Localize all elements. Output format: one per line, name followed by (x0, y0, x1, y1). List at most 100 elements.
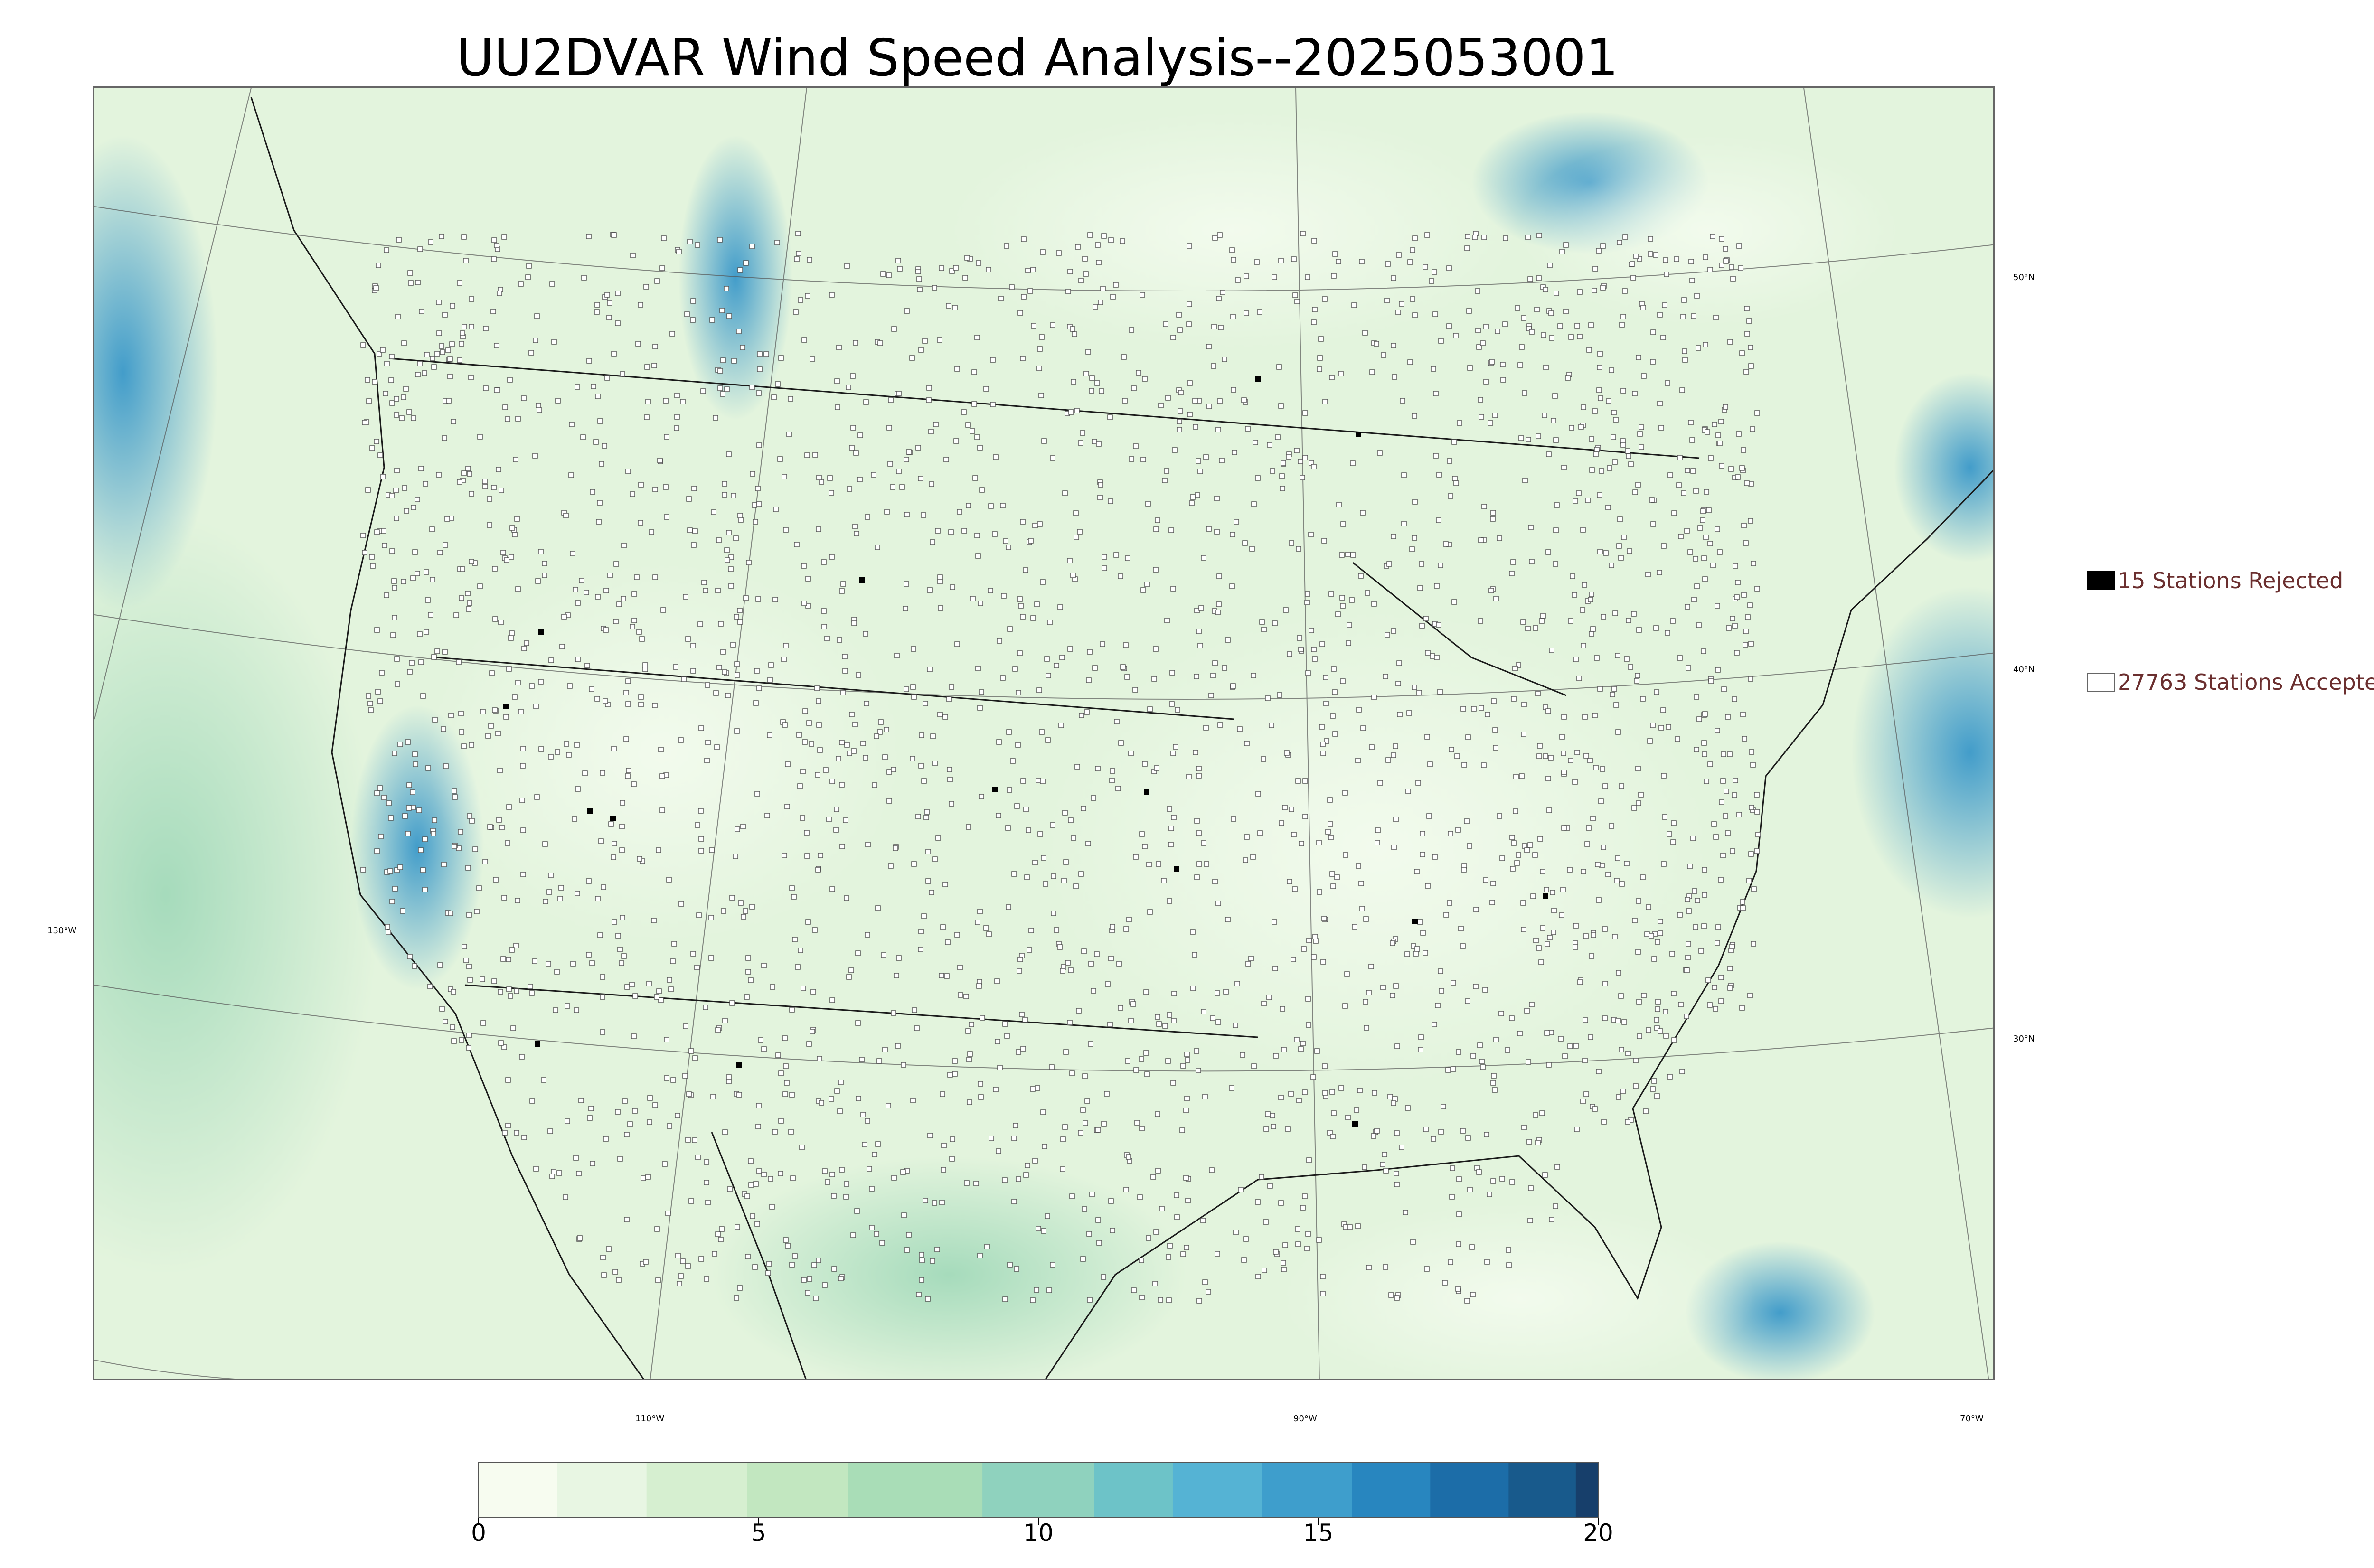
station-accepted-marker (810, 989, 816, 995)
station-accepted-marker (447, 356, 453, 362)
station-accepted-marker (1529, 329, 1535, 335)
station-accepted-marker (1754, 848, 1760, 854)
station-accepted-marker (1569, 425, 1574, 431)
station-accepted-marker (1217, 398, 1223, 404)
station-accepted-marker (584, 590, 589, 595)
station-accepted-marker (1375, 827, 1381, 833)
station-accepted-marker (375, 689, 381, 695)
station-accepted-marker (1717, 441, 1723, 446)
station-accepted-marker (865, 514, 870, 520)
station-accepted-marker (603, 627, 609, 633)
station-accepted-marker (1406, 710, 1412, 716)
station-accepted-marker (749, 244, 755, 249)
station-accepted-marker (1374, 1128, 1380, 1134)
station-accepted-marker (1541, 332, 1546, 338)
station-accepted-marker (392, 886, 398, 892)
station-accepted-marker (452, 794, 458, 800)
station-accepted-marker (1461, 762, 1467, 768)
station-accepted-marker (624, 1132, 630, 1137)
station-accepted-marker (1158, 1297, 1163, 1303)
station-accepted-marker (520, 746, 526, 751)
station-accepted-marker (737, 1285, 743, 1291)
station-accepted-marker (761, 1172, 767, 1177)
station-accepted-marker (1552, 393, 1558, 399)
station-accepted-marker (1475, 288, 1480, 294)
station-accepted-marker (1251, 673, 1256, 678)
station-accepted-marker (1655, 939, 1660, 945)
station-accepted-marker (1476, 1169, 1482, 1175)
station-accepted-marker (881, 952, 886, 958)
station-accepted-marker (1622, 288, 1628, 294)
station-accepted-marker (1481, 762, 1487, 768)
station-accepted-marker (441, 862, 447, 867)
station-accepted-marker (1169, 670, 1175, 676)
station-accepted-marker (1424, 1266, 1430, 1272)
station-accepted-marker (645, 1174, 651, 1180)
station-accepted-marker (1685, 604, 1690, 610)
station-accepted-marker (1688, 259, 1694, 264)
station-accepted-marker (590, 1161, 595, 1166)
station-accepted-marker (1020, 614, 1026, 620)
station-accepted-marker (1534, 307, 1540, 312)
station-accepted-marker (1132, 687, 1138, 693)
station-accepted-marker (1153, 1229, 1159, 1235)
station-accepted-marker (1201, 1009, 1206, 1014)
station-accepted-marker (366, 398, 372, 404)
station-accepted-marker (1263, 1126, 1269, 1132)
station-accepted-marker (407, 669, 413, 675)
station-accepted-marker (452, 788, 457, 794)
station-accepted-marker (1249, 546, 1255, 552)
station-accepted-marker (1311, 647, 1317, 652)
station-accepted-marker (1126, 917, 1132, 922)
station-accepted-marker (836, 756, 841, 761)
station-accepted-marker (1233, 1023, 1238, 1028)
station-accepted-marker (1133, 1067, 1139, 1073)
accepted-swatch (2087, 673, 2115, 692)
station-accepted-marker (980, 1015, 985, 1021)
colorbar-segment (1262, 1463, 1353, 1517)
station-accepted-marker (1357, 1088, 1363, 1093)
station-accepted-marker (872, 1152, 877, 1157)
station-accepted-marker (745, 969, 751, 975)
station-accepted-marker (1017, 596, 1023, 602)
station-accepted-marker (513, 457, 518, 462)
station-accepted-marker (1092, 665, 1098, 671)
station-accepted-marker (1452, 476, 1458, 481)
station-accepted-marker (1616, 543, 1622, 549)
station-accepted-marker (1621, 535, 1627, 540)
station-accepted-marker (1010, 758, 1016, 764)
station-accepted-marker (1230, 683, 1236, 689)
station-accepted-marker (1176, 312, 1182, 318)
station-accepted-marker (1006, 545, 1011, 550)
station-accepted-marker (805, 1290, 810, 1296)
station-accepted-marker (389, 493, 395, 498)
station-accepted-marker (843, 817, 848, 823)
station-accepted-marker (1113, 552, 1119, 558)
station-accepted-marker (448, 911, 453, 916)
station-accepted-marker (1272, 620, 1278, 626)
station-accepted-marker (460, 566, 465, 572)
station-accepted-marker (1142, 761, 1148, 767)
station-accepted-marker (875, 905, 881, 911)
station-accepted-marker (1621, 1019, 1627, 1025)
station-accepted-marker (678, 1273, 684, 1279)
station-accepted-marker (1660, 335, 1666, 340)
station-accepted-marker (1581, 643, 1586, 648)
station-accepted-marker (997, 1065, 1003, 1070)
station-accepted-marker (436, 300, 442, 305)
station-accepted-marker (1273, 1249, 1279, 1255)
station-accepted-marker (918, 347, 924, 353)
station-accepted-marker (1478, 397, 1483, 403)
station-accepted-marker (1189, 500, 1195, 506)
station-accepted-marker (408, 280, 414, 286)
station-accepted-marker (1663, 257, 1668, 263)
station-accepted-marker (1747, 993, 1753, 998)
station-accepted-marker (1155, 1111, 1160, 1117)
station-accepted-marker (1312, 934, 1318, 939)
station-accepted-marker (1455, 827, 1461, 833)
station-accepted-marker (1206, 1289, 1211, 1295)
station-accepted-marker (711, 509, 716, 515)
station-accepted-marker (574, 742, 580, 748)
station-accepted-marker (946, 303, 951, 309)
station-accepted-marker (807, 257, 812, 263)
